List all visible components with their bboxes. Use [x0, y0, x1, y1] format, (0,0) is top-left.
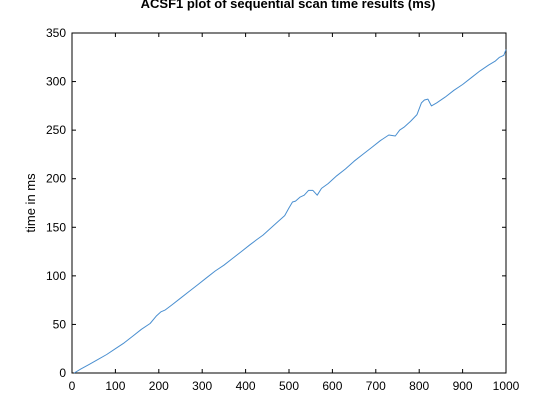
- y-tick-label: 150: [46, 220, 66, 234]
- x-tick-label: 700: [366, 379, 386, 393]
- y-tick-label: 300: [46, 75, 66, 89]
- x-tick-label: 600: [322, 379, 342, 393]
- series-line: [73, 49, 507, 374]
- y-tick-label: 350: [46, 26, 66, 40]
- y-tick-label: 50: [53, 317, 67, 331]
- x-tick-label: 0: [69, 379, 76, 393]
- x-tick-label: 800: [409, 379, 429, 393]
- x-tick-label: 200: [149, 379, 169, 393]
- x-tick-label: 300: [192, 379, 212, 393]
- y-tick-label: 100: [46, 269, 66, 283]
- y-axis-label: time in ms: [23, 173, 38, 233]
- x-tick-label: 400: [236, 379, 256, 393]
- y-tick-label: 200: [46, 172, 66, 186]
- plot-frame: [71, 32, 507, 374]
- x-tick-label: 500: [279, 379, 299, 393]
- x-tick-label: 900: [453, 379, 473, 393]
- x-axis: 0 100 200 300 400 500 600 700 800 900 1000: [69, 33, 520, 393]
- y-tick-label: 0: [59, 366, 66, 380]
- chart-title: ACSF1 plot of sequential scan time resul…: [141, 0, 436, 11]
- series-layer: [73, 49, 507, 374]
- x-tick-label: 100: [105, 379, 125, 393]
- x-tick-label: 1000: [493, 379, 520, 393]
- y-tick-label: 250: [46, 123, 66, 137]
- y-axis: 0 50 100 150 200 250 300 350: [46, 26, 506, 380]
